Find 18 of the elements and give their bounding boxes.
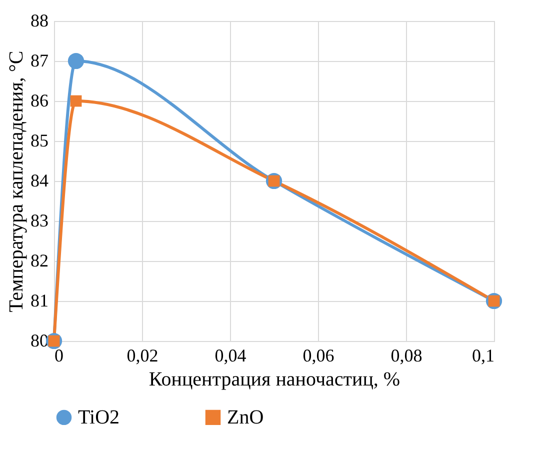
- x-tick-label: 0,1: [472, 346, 494, 366]
- x-tick-label: 0,04: [214, 346, 246, 366]
- y-tick-label: 87: [30, 50, 48, 70]
- y-tick-label: 86: [30, 90, 48, 110]
- x-tick-label: 0,02: [126, 346, 158, 366]
- x-axis-title: Концентрация наночастиц, %: [148, 368, 400, 390]
- y-axis-title: Температура каплепадения, °С: [6, 50, 28, 312]
- y-tick-label: 83: [30, 210, 48, 230]
- y-tick-label: 81: [30, 290, 48, 310]
- y-tick-label: 88: [30, 10, 48, 30]
- x-tick-label: 0,08: [390, 346, 422, 366]
- legend-label: ZnO: [227, 406, 264, 428]
- x-tick-label: 0: [54, 346, 64, 366]
- x-tick-label: 0,06: [302, 346, 334, 366]
- y-tick-label: 84: [30, 170, 48, 190]
- y-tick-label: 85: [30, 130, 48, 150]
- legend-label: TiO2: [78, 406, 120, 428]
- y-tick-label: 82: [30, 250, 48, 270]
